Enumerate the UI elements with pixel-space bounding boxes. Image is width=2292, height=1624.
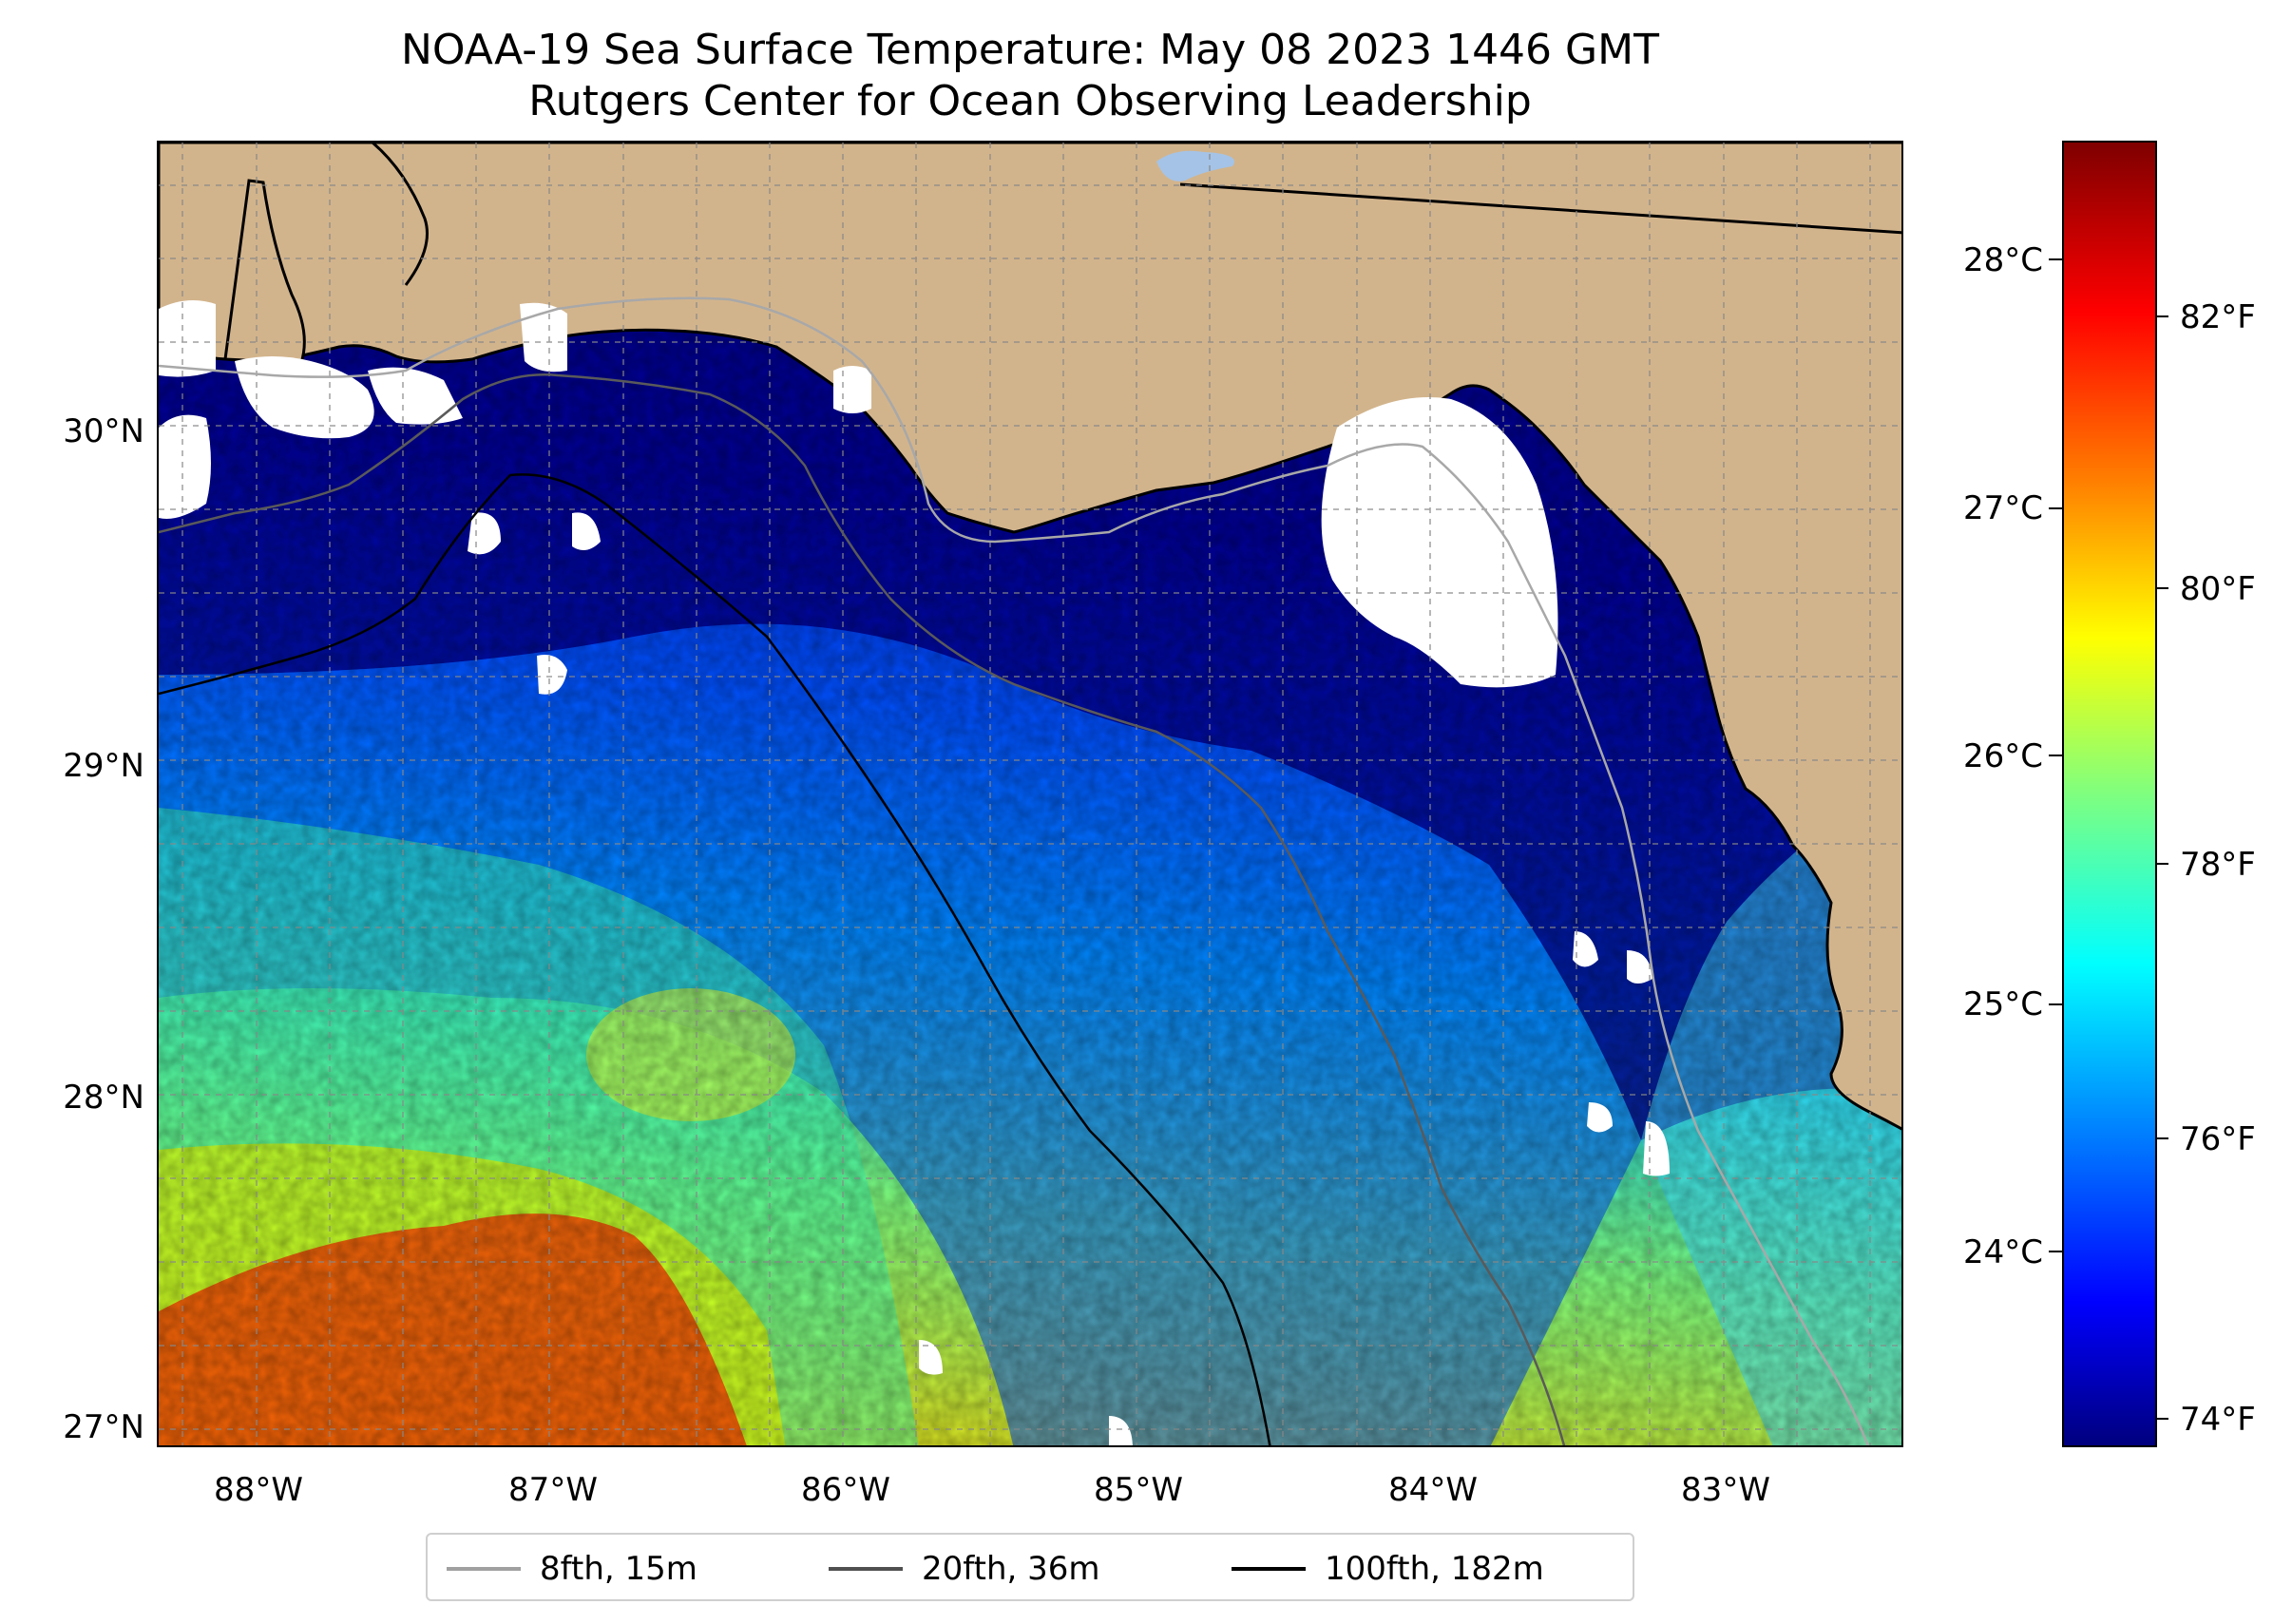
sst-map[interactable]: [157, 141, 1903, 1447]
colorbar-tick: [2049, 507, 2062, 509]
isobath-8fth: [159, 296, 1869, 1445]
y-tick-label: 28°N: [63, 1079, 144, 1117]
legend-label: 20fth, 36m: [922, 1550, 1100, 1588]
colorbar-tick: [2049, 1251, 2062, 1252]
colorbar-fahrenheit-label: 78°F: [2180, 846, 2256, 884]
legend-swatch: [447, 1567, 521, 1571]
legend-label: 100fth, 182m: [1325, 1550, 1544, 1588]
colorbar-fahrenheit-label: 74°F: [2180, 1401, 2256, 1439]
no-data-patches: [159, 300, 1670, 1445]
colorbar-celsius-label: 25°C: [1962, 985, 2043, 1023]
chart-title: NOAA-19 Sea Surface Temperature: May 08 …: [401, 26, 1659, 74]
legend-label: 8fth, 15m: [540, 1550, 697, 1588]
isobath-20fth: [159, 373, 1566, 1445]
colorbar-celsius-label: 27°C: [1962, 489, 2043, 527]
legend-item-8fth: 8fth, 15m: [447, 1535, 697, 1603]
land-inlet-mobile: [223, 179, 306, 365]
colorbar-tick: [2049, 755, 2062, 756]
legend: 8fth, 15m 20fth, 36m 100fth, 182m: [426, 1533, 1634, 1601]
legend-item-20fth: 20fth, 36m: [829, 1535, 1100, 1603]
colorbar-celsius-label: 24°C: [1962, 1233, 2043, 1271]
x-tick-label: 85°W: [1094, 1471, 1183, 1509]
colorbar-tick: [2155, 315, 2168, 317]
colorbar-tick: [2049, 1003, 2062, 1005]
chart-subtitle: Rutgers Center for Ocean Observing Leade…: [528, 77, 1532, 125]
map-canvas: [159, 143, 1901, 1445]
state-border: [1179, 182, 1901, 235]
x-tick-label: 84°W: [1388, 1471, 1478, 1509]
y-tick-label: 30°N: [63, 412, 144, 450]
legend-swatch: [1232, 1567, 1306, 1571]
legend-item-100fth: 100fth, 182m: [1232, 1535, 1544, 1603]
x-tick-label: 87°W: [508, 1471, 598, 1509]
state-border-al: [372, 143, 429, 286]
gridlines: [159, 143, 1901, 1445]
colorbar-tick: [2155, 1418, 2168, 1420]
colorbar: [2062, 141, 2157, 1447]
colorbar-celsius-label: 26°C: [1962, 737, 2043, 775]
y-tick-label: 27°N: [63, 1408, 144, 1446]
colorbar-fahrenheit-label: 80°F: [2180, 570, 2256, 608]
x-tick-label: 88°W: [214, 1471, 303, 1509]
colorbar-tick: [2049, 258, 2062, 260]
colorbar-tick: [2155, 863, 2168, 865]
isobath-100fth: [159, 473, 1271, 1445]
y-tick-label: 29°N: [63, 747, 144, 785]
x-tick-label: 83°W: [1681, 1471, 1770, 1509]
colorbar-tick: [2155, 587, 2168, 589]
land: [159, 143, 1901, 1131]
colorbar-tick: [2155, 1137, 2168, 1139]
legend-swatch: [829, 1567, 903, 1571]
x-tick-label: 86°W: [801, 1471, 890, 1509]
lake: [1156, 150, 1234, 182]
colorbar-fahrenheit-label: 76°F: [2180, 1120, 2256, 1158]
colorbar-celsius-label: 28°C: [1962, 241, 2043, 279]
colorbar-fahrenheit-label: 82°F: [2180, 298, 2256, 336]
